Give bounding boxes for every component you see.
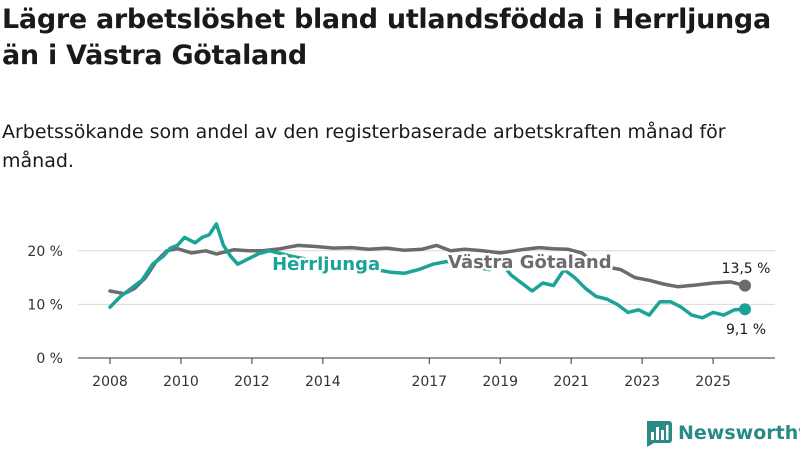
end-point-herrljunga xyxy=(739,303,751,316)
series-label-herrljunga: Herrljunga xyxy=(272,254,380,275)
chart-subtitle: Arbetssökande som andel av den registerb… xyxy=(2,121,726,172)
x-tick-label: 2010 xyxy=(163,374,199,390)
y-tick-label: 0 % xyxy=(36,351,63,367)
x-tick-label: 2017 xyxy=(411,374,447,390)
chart-title: Lägre arbetslöshet bland utlandsfödda i … xyxy=(2,4,771,71)
end-point-vastra-gotaland xyxy=(739,279,751,292)
y-tick-label: 20 % xyxy=(27,244,63,260)
end-label-herrljunga: 9,1 % xyxy=(726,322,766,338)
y-tick-label: 10 % xyxy=(27,297,63,313)
series-label-vastra-gotaland: Västra Götaland xyxy=(448,252,612,273)
brand-name: Newsworthy xyxy=(678,422,800,444)
end-label-vastra-gotaland: 13,5 % xyxy=(722,261,771,277)
x-tick-label: 2021 xyxy=(553,374,589,390)
x-tick-label: 2014 xyxy=(305,374,341,390)
series-line-vastra-gotaland xyxy=(108,243,747,296)
brand: Newsworthy xyxy=(644,419,800,447)
x-tick-label: 2023 xyxy=(624,374,660,390)
series-line-herrljunga xyxy=(108,222,747,320)
newsworthy-logo-icon xyxy=(647,421,672,447)
x-tick-label: 2012 xyxy=(234,374,270,390)
x-tick-label: 2025 xyxy=(695,374,731,390)
x-tick-label: 2008 xyxy=(92,374,128,390)
x-tick-label: 2019 xyxy=(482,374,518,390)
